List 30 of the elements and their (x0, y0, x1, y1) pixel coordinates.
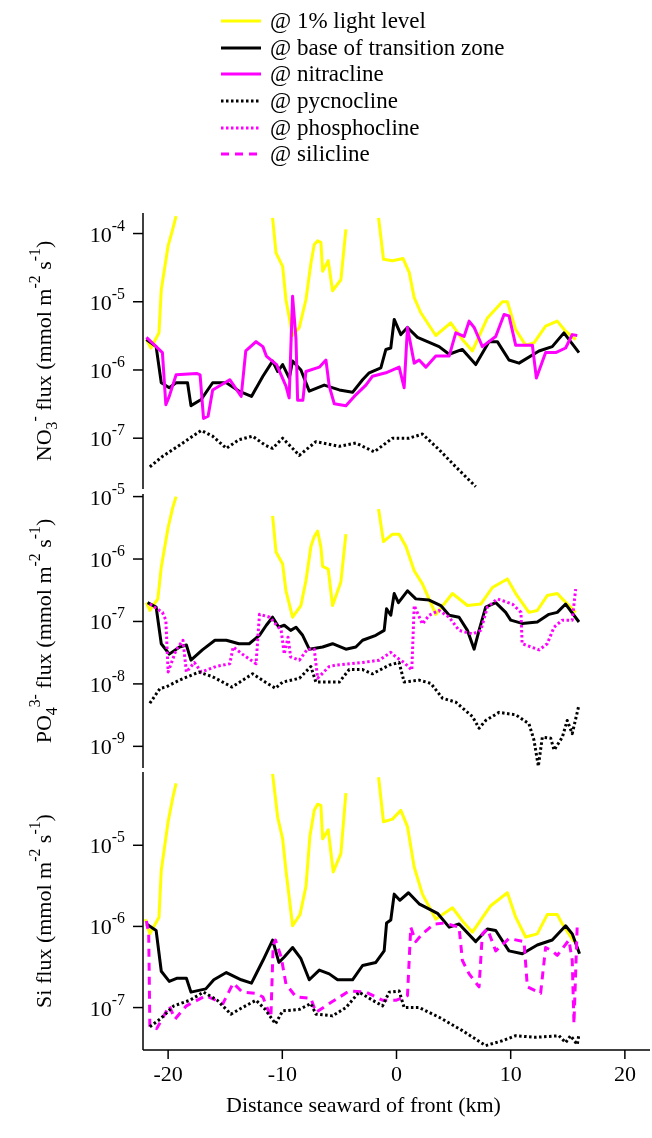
y-tick-label: 10$^{-5}$ (89, 828, 126, 858)
legend-label: @ silicline (270, 141, 370, 168)
line-series (146, 589, 581, 662)
x-tick-label: -10 (267, 1061, 297, 1086)
x-tick-label: 10 (499, 1061, 522, 1086)
x-tick-label: -20 (153, 1061, 183, 1086)
y-tick-label: 10$^{-5}$ (89, 284, 126, 315)
line-series (148, 661, 581, 768)
x-axis-title: Distance seaward of front (km) (226, 1092, 501, 1117)
line-series (148, 587, 578, 680)
line-series (144, 919, 579, 1031)
y-tick-label: 10$^{-6}$ (89, 352, 126, 383)
y-tick-label: 10$^{-4}$ (89, 216, 126, 247)
y-tick-label: 10$^{-7}$ (89, 604, 126, 634)
y-tick-label: 10$^{-5}$ (89, 479, 126, 510)
y-tick-label: 10$^{-7}$ (89, 421, 126, 451)
legend-label: @ 1% light level (270, 8, 426, 35)
x-tick-label: 0 (391, 1061, 402, 1086)
y-tick-label: 10$^{-9}$ (89, 729, 126, 759)
legend-label: @ phosphocline (270, 114, 420, 141)
legend-label: @ pycnocline (270, 88, 398, 115)
y-tick-label: 10$^{-6}$ (89, 909, 126, 939)
y-tick-label: 10$^{-6}$ (89, 542, 126, 572)
line-series (144, 294, 579, 420)
line-series (148, 428, 478, 489)
legend-label: @ base of transition zone (270, 34, 505, 61)
x-tick-label: 20 (613, 1061, 636, 1086)
y-tick-label: 10$^{-7}$ (89, 990, 126, 1021)
legend-label: @ nitracline (270, 61, 384, 88)
y-tick-label: 10$^{-8}$ (89, 666, 126, 697)
